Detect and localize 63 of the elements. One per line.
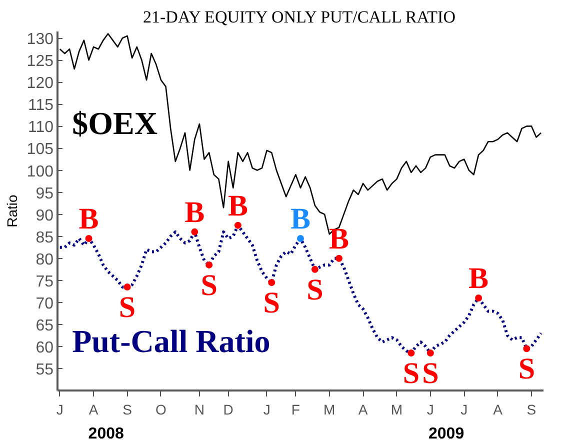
data-label: S <box>118 290 136 324</box>
y-tick-label: 130 <box>26 31 54 48</box>
y-tick-label: 70 <box>36 295 54 312</box>
point <box>191 228 198 236</box>
data-label: B <box>228 189 248 222</box>
data-label: B <box>468 262 489 295</box>
text: 2009 <box>428 426 464 441</box>
series-label: Put-Call Ratio <box>72 322 270 359</box>
y-tick-label: 125 <box>26 53 54 70</box>
data-label: S <box>200 268 218 302</box>
y-tick-label: 65 <box>36 317 54 334</box>
x-tick-label: S <box>526 402 536 418</box>
point <box>206 261 213 268</box>
data-label: B <box>328 222 350 256</box>
y-tick-label: 105 <box>26 141 54 158</box>
text: 2008 <box>88 426 124 441</box>
point <box>124 283 131 290</box>
y-tick-label: 100 <box>26 163 54 180</box>
x-tick-label: F <box>291 402 300 418</box>
x-tick-label: D <box>223 402 234 418</box>
point <box>426 350 434 357</box>
point <box>335 254 342 262</box>
point <box>85 235 92 242</box>
x-tick-label: J <box>263 402 270 418</box>
data-label: S <box>402 357 420 390</box>
data-label: S <box>306 273 324 306</box>
data-label: B <box>184 196 205 229</box>
x-tick-label: A <box>358 402 368 418</box>
x-tick-label: A <box>493 402 504 418</box>
y-tick-label: 120 <box>26 75 54 92</box>
y-tick-label: 60 <box>36 339 54 356</box>
y-tick-label: 55 <box>36 361 54 378</box>
x-tick-label: J <box>56 402 64 418</box>
chart-title: 21-DAY EQUITY ONLY PUT/CALL RATIO <box>143 8 456 26</box>
x-tick-label: A <box>88 402 99 418</box>
y-tick-label: 110 <box>28 119 54 136</box>
point <box>408 350 415 357</box>
x-tick-label: J <box>460 402 468 418</box>
data-label: S <box>518 352 536 386</box>
point <box>234 222 242 229</box>
y-tick-label: 90 <box>36 207 54 224</box>
data-label: B <box>290 202 311 236</box>
series-label: $OEX <box>72 104 158 141</box>
point <box>268 279 276 286</box>
x-tick-label: M <box>324 402 336 418</box>
x-tick-label: J <box>426 402 434 418</box>
y-axis-title: Ratio <box>4 194 20 228</box>
point <box>523 345 530 352</box>
y-tick-label: 85 <box>36 229 54 246</box>
point <box>297 235 304 242</box>
point <box>311 266 318 273</box>
y-tick-label: 80 <box>36 251 54 268</box>
point <box>475 294 482 302</box>
data-label: S <box>422 357 439 390</box>
y-tick-label: 75 <box>36 273 54 290</box>
y-tick-label: 95 <box>36 185 54 202</box>
x-tick-label: M <box>390 402 403 418</box>
y-tick-label: 115 <box>28 97 54 114</box>
data-label: B <box>78 202 99 236</box>
x-tick-label: N <box>194 402 205 418</box>
data-label: S <box>263 286 280 320</box>
x-tick-label: S <box>122 402 132 418</box>
x-tick-label: O <box>156 402 167 418</box>
